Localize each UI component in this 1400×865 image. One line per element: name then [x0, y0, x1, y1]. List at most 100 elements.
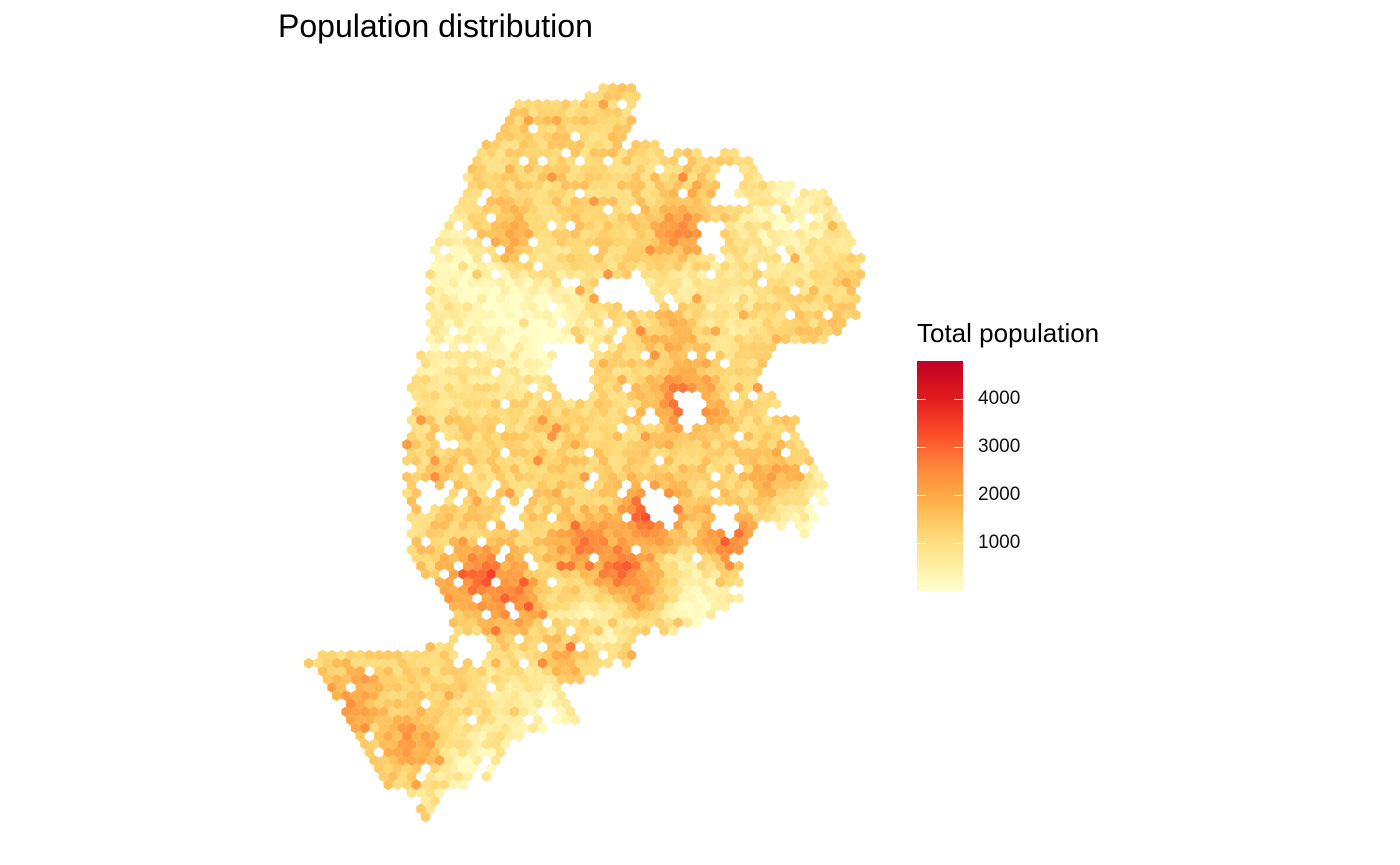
- hex-cell: [430, 795, 440, 807]
- hex-cell: [598, 260, 608, 272]
- hex-cell: [603, 657, 613, 669]
- hex-cell: [598, 115, 608, 126]
- hex-cell: [556, 560, 566, 572]
- hex-cell: [645, 422, 655, 434]
- hex-cell: [593, 123, 604, 134]
- hex-cell: [420, 714, 431, 726]
- hex-cell: [336, 665, 347, 677]
- hex-cell: [673, 422, 683, 434]
- hex-cell: [537, 722, 548, 734]
- hex-cell: [463, 576, 473, 588]
- hex-cell: [608, 244, 618, 256]
- hex-cell: [809, 204, 819, 215]
- hex-cell: [486, 196, 496, 207]
- hex-cell: [776, 277, 786, 288]
- hex-cell: [654, 422, 665, 434]
- hex-cell: [589, 422, 599, 434]
- hex-cell: [710, 374, 721, 386]
- hex-cell: [467, 163, 478, 175]
- hex-cell: [771, 188, 782, 199]
- hex-cell: [668, 204, 679, 215]
- hex-cell: [537, 544, 548, 556]
- hex-cell: [612, 107, 623, 118]
- hex-cell: [570, 665, 580, 677]
- hex-cell: [687, 285, 697, 296]
- hex-cell: [514, 617, 524, 629]
- hex-cell: [687, 220, 697, 232]
- hex-cell: [612, 236, 623, 248]
- hex-cell: [467, 439, 478, 450]
- hex-cell: [622, 593, 632, 604]
- hex-cell: [523, 147, 534, 159]
- hex-cell: [509, 204, 520, 215]
- hex-cell: [500, 414, 510, 426]
- hex-cell: [364, 649, 375, 661]
- hex-cell: [486, 277, 496, 288]
- hex-cell: [495, 309, 506, 321]
- hex-cell: [631, 317, 641, 329]
- hex-cell: [640, 544, 651, 556]
- hex-cell: [519, 512, 529, 523]
- hex-cell: [528, 641, 538, 653]
- hex-cell: [608, 503, 618, 515]
- hex-cell: [710, 455, 721, 467]
- hex-cell: [542, 293, 552, 305]
- hex-cell: [837, 236, 847, 248]
- hex-cell: [378, 755, 389, 766]
- hex-cell: [804, 503, 814, 515]
- hex-cell: [467, 390, 478, 402]
- hex-cell: [622, 188, 632, 199]
- hex-cell: [360, 722, 370, 734]
- hex-cell: [533, 374, 543, 386]
- hex-cell: [673, 277, 683, 288]
- hex-cell: [495, 584, 506, 596]
- hex-cell: [500, 236, 510, 248]
- hex-cell: [720, 439, 730, 450]
- hex-cell: [565, 414, 576, 426]
- hex-cell: [509, 657, 520, 669]
- hex-cell: [729, 568, 739, 580]
- hex-cell: [528, 366, 538, 377]
- hex-cell: [589, 228, 599, 240]
- hex-cell: [575, 674, 585, 685]
- hex-cell: [434, 398, 445, 410]
- hex-cell: [434, 269, 445, 280]
- hex-cell: [556, 171, 566, 183]
- hex-cell: [734, 414, 744, 426]
- hex-cell: [509, 690, 520, 701]
- hex-cell: [467, 325, 478, 337]
- hex-cell: [809, 512, 819, 523]
- hex-cell: [608, 196, 618, 207]
- hex-cell: [369, 657, 379, 669]
- hex-cell: [565, 674, 576, 685]
- hex-cell: [738, 455, 749, 467]
- hex-cell: [631, 398, 641, 410]
- hex-cell: [509, 414, 520, 426]
- hex-cell: [350, 674, 361, 685]
- hex-cell: [523, 520, 534, 531]
- hex-cell: [598, 455, 608, 467]
- hex-cell: [813, 260, 824, 272]
- hex-cell: [589, 131, 599, 143]
- hex-cell: [406, 771, 417, 782]
- hex-cell: [537, 398, 548, 410]
- hex-cell: [467, 584, 478, 596]
- hex-cell: [608, 439, 618, 450]
- hex-cell: [500, 463, 510, 475]
- hex-cell: [453, 350, 464, 361]
- hex-cell: [598, 471, 608, 483]
- hex-cell: [486, 633, 496, 645]
- hex-cell: [514, 730, 524, 742]
- hex-cell: [481, 382, 492, 394]
- hex-cell: [486, 179, 496, 191]
- hex-cell: [500, 204, 510, 215]
- hex-cell: [659, 236, 669, 248]
- hex-cell: [804, 520, 814, 531]
- hex-cell: [729, 471, 739, 483]
- hex-cell: [547, 479, 557, 491]
- hex-cell: [481, 706, 492, 718]
- hex-cell: [491, 285, 501, 296]
- hex-cell: [430, 471, 440, 483]
- hex-cell: [841, 228, 852, 240]
- hex-cell: [617, 341, 627, 353]
